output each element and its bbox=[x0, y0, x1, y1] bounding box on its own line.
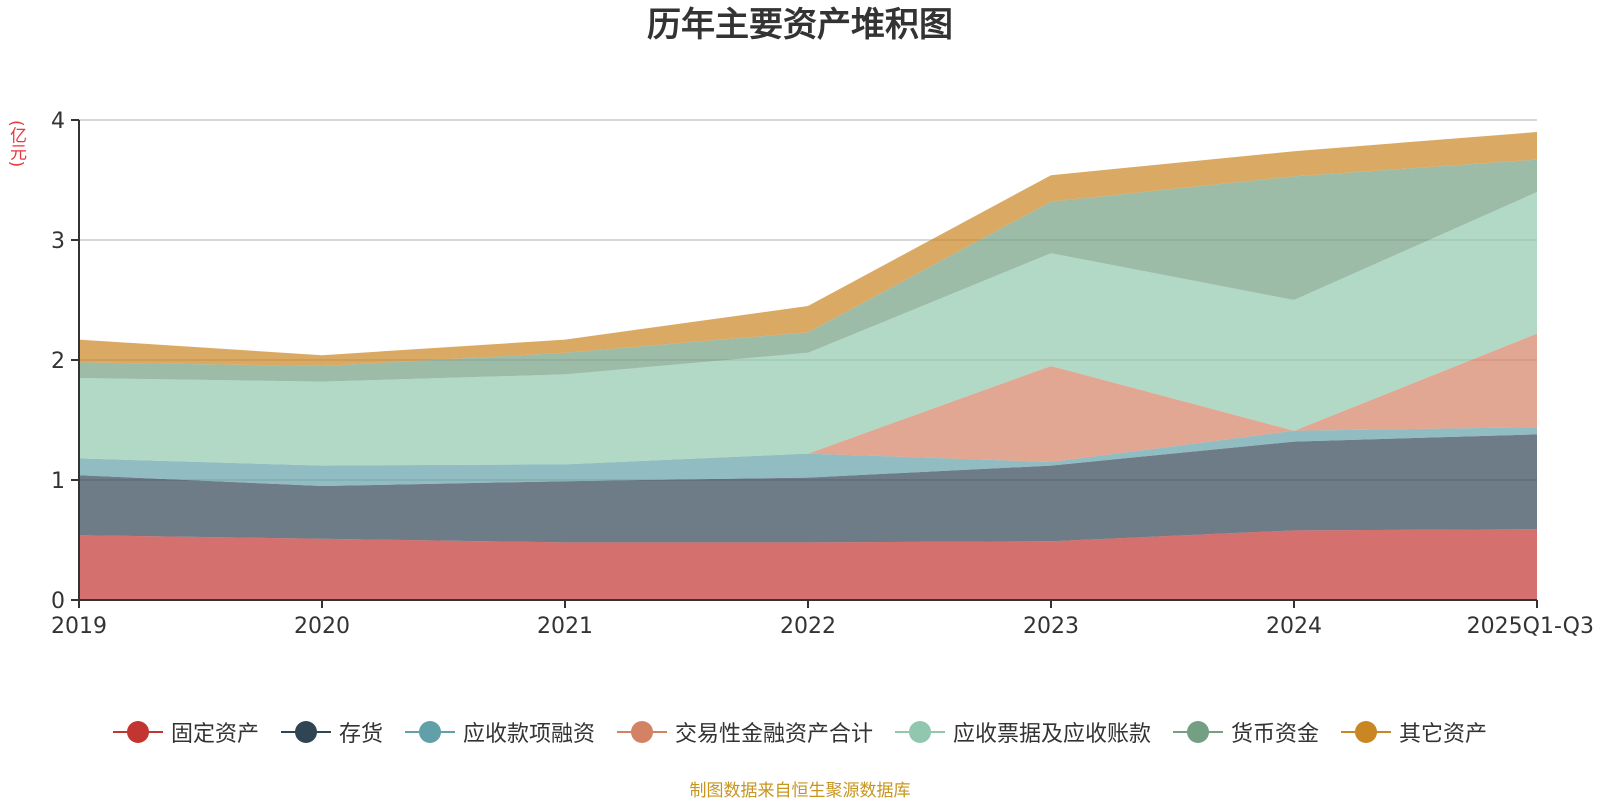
area-series-5[interactable] bbox=[79, 192, 1537, 466]
y-tick-label-1: 1 bbox=[51, 469, 65, 494]
area-series-3[interactable] bbox=[79, 427, 1537, 486]
legend-marker-icon bbox=[1341, 719, 1392, 745]
x-tick-label-4: 2022 bbox=[780, 614, 836, 639]
legend-marker-icon bbox=[1173, 719, 1224, 745]
area-series-4[interactable] bbox=[79, 333, 1537, 466]
source-note: 制图数据来自恒生聚源数据库 bbox=[689, 781, 911, 801]
legend-marker-icon bbox=[895, 719, 945, 745]
legend-label: 应收款项融资 bbox=[462, 722, 595, 747]
x-tick-label-1: 2019 bbox=[51, 614, 107, 639]
legend-label: 固定资产 bbox=[170, 722, 259, 747]
legend-marker-icon bbox=[616, 719, 667, 745]
x-tick-label-5: 2023 bbox=[1023, 614, 1079, 639]
chart-title: 历年主要资产堆积图 bbox=[647, 5, 953, 45]
legend-item-6[interactable]: 货币资金 bbox=[1173, 716, 1319, 748]
x-tick-label-2: 2020 bbox=[294, 614, 350, 639]
area-series-2[interactable] bbox=[79, 434, 1537, 543]
area-series-6[interactable] bbox=[79, 159, 1537, 382]
x-tick-label-6: 2024 bbox=[1266, 614, 1322, 639]
area-series-1[interactable] bbox=[79, 529, 1537, 600]
legend-item-7[interactable]: 其它资产 bbox=[1341, 716, 1487, 748]
legend-marker-icon bbox=[280, 719, 331, 745]
legend-item-2[interactable]: 存货 bbox=[280, 716, 383, 748]
legend-label: 交易性金融资产合计 bbox=[674, 722, 873, 747]
x-tick-label-3: 2021 bbox=[537, 614, 593, 639]
legend-label: 应收票据及应收账款 bbox=[953, 722, 1152, 747]
legend: 固定资产 存货 应收款项融资 交易性金融资产合计 应收票据及应收账款 货币资金 其它资产 bbox=[0, 716, 1600, 748]
y-tick-label-0: 0 bbox=[51, 589, 65, 614]
legend-label: 存货 bbox=[338, 722, 383, 747]
legend-marker-icon bbox=[404, 719, 455, 745]
y-axis-unit-label: (亿元) bbox=[6, 120, 26, 168]
legend-marker-icon bbox=[112, 719, 163, 745]
x-tick-label-7: 2025Q1-Q3 bbox=[1467, 614, 1594, 639]
area-series-7[interactable] bbox=[79, 132, 1537, 366]
legend-item-4[interactable]: 交易性金融资产合计 bbox=[616, 716, 873, 748]
y-tick-label-3: 3 bbox=[51, 229, 65, 254]
legend-label: 其它资产 bbox=[1399, 722, 1488, 747]
axes: 0 1 2 3 4 2019 2020 2021 2022 2023 2024 2025Q1-Q3 bbox=[51, 109, 1594, 639]
legend-item-3[interactable]: 应收款项融资 bbox=[404, 716, 595, 748]
y-tick-label-2: 2 bbox=[51, 349, 65, 374]
stacked-area-chart: 0 1 2 3 4 2019 2020 2021 2022 2023 2024 2025Q1-Q3 bbox=[51, 109, 1594, 639]
legend-label: 货币资金 bbox=[1231, 722, 1320, 747]
legend-item-1[interactable]: 固定资产 bbox=[112, 716, 259, 748]
area-series bbox=[79, 132, 1537, 600]
y-tick-label-4: 4 bbox=[51, 109, 65, 134]
legend-item-5[interactable]: 应收票据及应收账款 bbox=[895, 716, 1151, 748]
